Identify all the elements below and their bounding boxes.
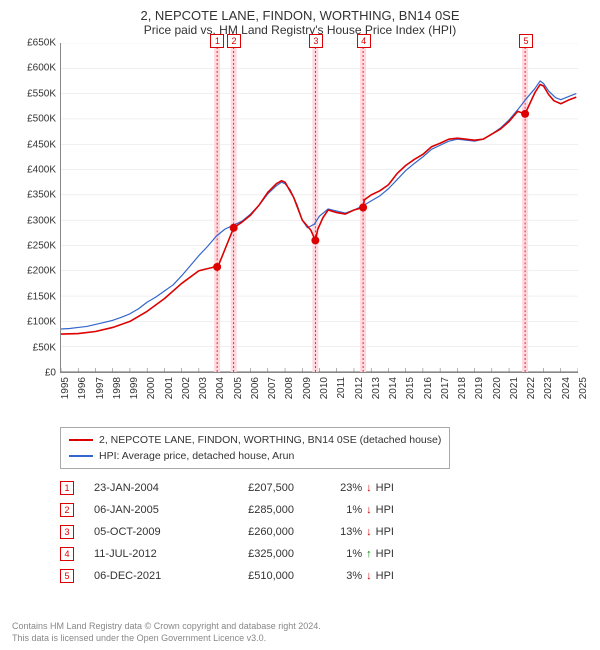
legend-row-price: 2, NEPCOTE LANE, FINDON, WORTHING, BN14 … [69, 432, 441, 448]
x-axis: 1995 1996 1997 1998 1999 2000 2001 2002 2003 2004… [60, 375, 578, 421]
transaction-date: 23-JAN-2004 [94, 482, 194, 494]
x-tick: 2012 [354, 377, 365, 399]
legend: 2, NEPCOTE LANE, FINDON, WORTHING, BN14 … [60, 427, 450, 469]
chart-title: 2, NEPCOTE LANE, FINDON, WORTHING, BN14 … [12, 8, 588, 23]
x-tick: 1999 [129, 377, 140, 399]
chart-subtitle: Price paid vs. HM Land Registry's House … [12, 23, 588, 37]
y-axis: £0£50K£100K£150K£200K£250K£300K£350K£400… [12, 43, 60, 373]
transaction-marker: 1 [210, 34, 224, 48]
x-tick: 2004 [215, 377, 226, 399]
transaction-row: 3 05-OCT-2009 £260,000 13%↓HPI [60, 521, 588, 543]
transaction-row: 1 23-JAN-2004 £207,500 23%↓HPI [60, 477, 588, 499]
legend-swatch-price [69, 439, 93, 441]
transaction-date: 06-JAN-2005 [94, 504, 194, 516]
x-tick: 2022 [526, 377, 537, 399]
x-tick: 2005 [233, 377, 244, 399]
transaction-price: £510,000 [214, 570, 294, 582]
x-tick: 2014 [388, 377, 399, 399]
transaction-marker: 2 [227, 34, 241, 48]
x-tick: 2018 [457, 377, 468, 399]
plot-region: 12345 [60, 43, 578, 373]
transaction-date: 11-JUL-2012 [94, 548, 194, 560]
transaction-price: £285,000 [214, 504, 294, 516]
x-tick: 2001 [164, 377, 175, 399]
y-tick: £350K [27, 190, 56, 201]
transaction-price: £260,000 [214, 526, 294, 538]
transaction-marker: 3 [309, 34, 323, 48]
arrow-down-icon: ↓ [366, 526, 372, 538]
x-tick: 2007 [267, 377, 278, 399]
legend-label-hpi: HPI: Average price, detached house, Arun [99, 448, 294, 464]
footer-line2: This data is licensed under the Open Gov… [12, 632, 588, 644]
transaction-date: 05-OCT-2009 [94, 526, 194, 538]
transaction-row: 2 06-JAN-2005 £285,000 1%↓HPI [60, 499, 588, 521]
transaction-marker: 5 [519, 34, 533, 48]
x-tick: 2019 [474, 377, 485, 399]
x-tick: 2008 [284, 377, 295, 399]
y-tick: £100K [27, 317, 56, 328]
y-tick: £250K [27, 241, 56, 252]
x-tick: 2002 [181, 377, 192, 399]
transaction-index: 5 [60, 569, 74, 583]
x-tick: 2017 [440, 377, 451, 399]
x-tick: 2006 [250, 377, 261, 399]
x-tick: 2013 [371, 377, 382, 399]
transactions-table: 1 23-JAN-2004 £207,500 23%↓HPI 2 06-JAN-2005 £… [60, 477, 588, 587]
chart-area: £0 £50K £100K £150K £200K £250K £300K £350K £400… [12, 43, 588, 423]
transaction-diff: 13%↓HPI [314, 526, 394, 538]
legend-swatch-hpi [69, 455, 93, 457]
x-tick: 1997 [95, 377, 106, 399]
footer-line1: Contains HM Land Registry data © Crown c… [12, 620, 588, 632]
legend-row-hpi: HPI: Average price, detached house, Arun [69, 448, 441, 464]
x-tick: 2025 [578, 377, 589, 399]
x-tick: 1995 [60, 377, 71, 399]
transaction-row: 4 11-JUL-2012 £325,000 1%↑HPI [60, 543, 588, 565]
transaction-price: £325,000 [214, 548, 294, 560]
arrow-down-icon: ↓ [366, 504, 372, 516]
y-tick: £550K [27, 88, 56, 99]
x-tick: 2021 [509, 377, 520, 399]
y-tick: £450K [27, 139, 56, 150]
transaction-index: 3 [60, 525, 74, 539]
y-tick: £650K [27, 38, 56, 49]
x-tick: 2003 [198, 377, 209, 399]
x-tick: 2023 [543, 377, 554, 399]
legend-label-price: 2, NEPCOTE LANE, FINDON, WORTHING, BN14 … [99, 432, 441, 448]
y-tick: £150K [27, 291, 56, 302]
transaction-index: 1 [60, 481, 74, 495]
transaction-diff: 1%↑HPI [314, 548, 394, 560]
x-tick: 2020 [492, 377, 503, 399]
transaction-marker: 4 [357, 34, 371, 48]
transaction-diff: 1%↓HPI [314, 504, 394, 516]
transaction-row: 5 06-DEC-2021 £510,000 3%↓HPI [60, 565, 588, 587]
x-tick: 2010 [319, 377, 330, 399]
arrow-down-icon: ↓ [366, 482, 372, 494]
transaction-index: 4 [60, 547, 74, 561]
transaction-diff: 3%↓HPI [314, 570, 394, 582]
arrow-down-icon: ↓ [366, 570, 372, 582]
footer: Contains HM Land Registry data © Crown c… [12, 620, 588, 644]
transaction-price: £207,500 [214, 482, 294, 494]
transaction-date: 06-DEC-2021 [94, 570, 194, 582]
x-tick: 2016 [423, 377, 434, 399]
y-tick: £200K [27, 266, 56, 277]
y-tick: £400K [27, 164, 56, 175]
y-tick: £0 [45, 368, 56, 379]
x-tick: 2024 [561, 377, 572, 399]
y-tick: £500K [27, 114, 56, 125]
x-tick: 2015 [405, 377, 416, 399]
y-tick: £600K [27, 63, 56, 74]
x-tick: 1996 [77, 377, 88, 399]
x-tick: 2009 [302, 377, 313, 399]
x-tick: 2011 [336, 377, 347, 399]
transaction-diff: 23%↓HPI [314, 482, 394, 494]
x-tick: 1998 [112, 377, 123, 399]
x-tick: 2000 [146, 377, 157, 399]
y-tick: £50K [33, 342, 56, 353]
arrow-up-icon: ↑ [366, 548, 372, 560]
transaction-index: 2 [60, 503, 74, 517]
y-tick: £300K [27, 215, 56, 226]
